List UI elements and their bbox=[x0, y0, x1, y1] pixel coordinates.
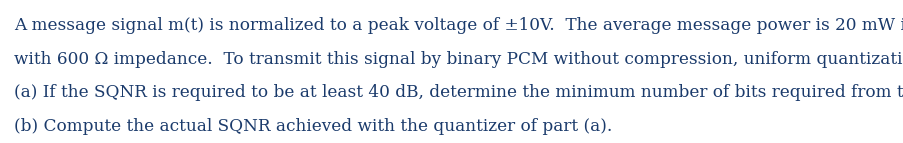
Text: (a) If the SQNR is required to be at least 40 dB, determine the minimum number o: (a) If the SQNR is required to be at lea… bbox=[14, 84, 903, 101]
Text: A message signal m(t) is normalized to a peak voltage of ±10V.  The average mess: A message signal m(t) is normalized to a… bbox=[14, 17, 903, 34]
Text: (b) Compute the actual SQNR achieved with the quantizer of part (a).: (b) Compute the actual SQNR achieved wit… bbox=[14, 118, 612, 135]
Text: with 600 Ω impedance.  To transmit this signal by binary PCM without compression: with 600 Ω impedance. To transmit this s… bbox=[14, 51, 903, 68]
